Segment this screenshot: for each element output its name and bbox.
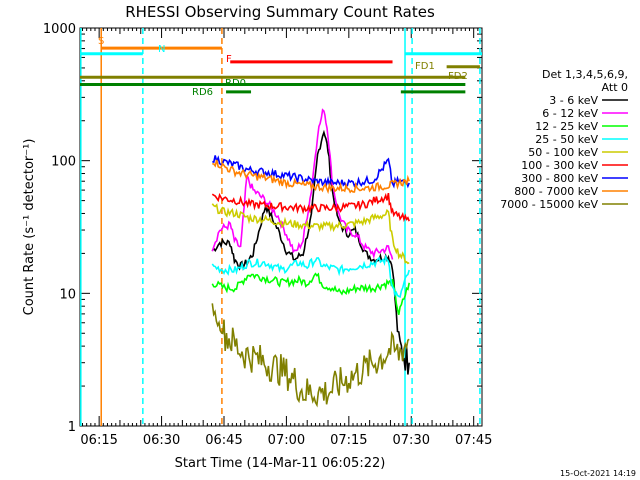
x-tick-labels: 06:15 06:30 06:45 07:00 07:15 07:30 07:45 bbox=[80, 433, 492, 448]
legend-label: 6 - 12 keV bbox=[542, 107, 598, 120]
series-line-4 bbox=[211, 203, 410, 265]
x-tick-label: 07:15 bbox=[330, 433, 367, 448]
flag-label: S bbox=[98, 36, 104, 47]
x-tick-label: 07:45 bbox=[455, 433, 492, 448]
legend-label: 7000 - 15000 keV bbox=[500, 198, 598, 211]
legend-label: 800 - 7000 keV bbox=[514, 185, 598, 198]
series-line-6 bbox=[212, 155, 410, 189]
chart-title: RHESSI Observing Summary Count Rates bbox=[125, 3, 435, 21]
legend-label: 100 - 300 keV bbox=[521, 159, 598, 172]
x-tick-label: 07:30 bbox=[393, 433, 430, 448]
y-tick-label: 1 bbox=[68, 420, 76, 435]
legend-label: 3 - 6 keV bbox=[549, 94, 598, 107]
x-tick-label: 06:15 bbox=[80, 433, 117, 448]
x-tick-label: 07:00 bbox=[268, 433, 305, 448]
y-axis-label: Count Rate (s⁻¹ detector⁻¹) bbox=[22, 139, 37, 316]
x-tick-label: 06:45 bbox=[205, 433, 242, 448]
legend-header: Att 0 bbox=[602, 81, 628, 94]
timestamp: 15-Oct-2021 14:19 bbox=[560, 469, 636, 478]
y-tick-label: 10 bbox=[59, 287, 76, 302]
y-tick-label: 1000 bbox=[43, 22, 76, 37]
legend-label: 25 - 50 keV bbox=[535, 133, 598, 146]
plot-frame bbox=[79, 27, 483, 427]
flag-label: RD6 bbox=[192, 87, 213, 98]
legend-label: 300 - 800 keV bbox=[521, 172, 598, 185]
flag-label: FD2 bbox=[448, 71, 468, 82]
series-line-2 bbox=[211, 272, 410, 315]
x-axis-label: Start Time (14-Mar-11 06:05:22) bbox=[175, 456, 386, 471]
series-line-3 bbox=[211, 254, 410, 298]
flag-bars: S N F FD1 FD2 RD0 RD6 bbox=[80, 36, 482, 98]
series-line-5 bbox=[211, 192, 410, 223]
series-line-1 bbox=[211, 108, 394, 260]
flag-label: RD0 bbox=[225, 78, 246, 89]
flag-label: N bbox=[158, 44, 165, 55]
x-tick-label: 06:30 bbox=[143, 433, 180, 448]
flag-label: F bbox=[226, 54, 232, 65]
series-line-8 bbox=[211, 303, 410, 408]
y-tick-label: 100 bbox=[51, 155, 76, 170]
flag-vertical-lines bbox=[80, 28, 481, 426]
series-lines bbox=[211, 108, 410, 408]
flag-label: FD1 bbox=[415, 61, 435, 72]
series-line-7 bbox=[212, 159, 410, 195]
legend-label: 12 - 25 keV bbox=[535, 120, 598, 133]
legend-header: Det 1,3,4,5,6,9, bbox=[542, 68, 628, 81]
legend-label: 50 - 100 keV bbox=[528, 146, 598, 159]
y-tick-labels: 1 10 100 1000 bbox=[43, 22, 76, 435]
series-line-0 bbox=[211, 129, 410, 375]
